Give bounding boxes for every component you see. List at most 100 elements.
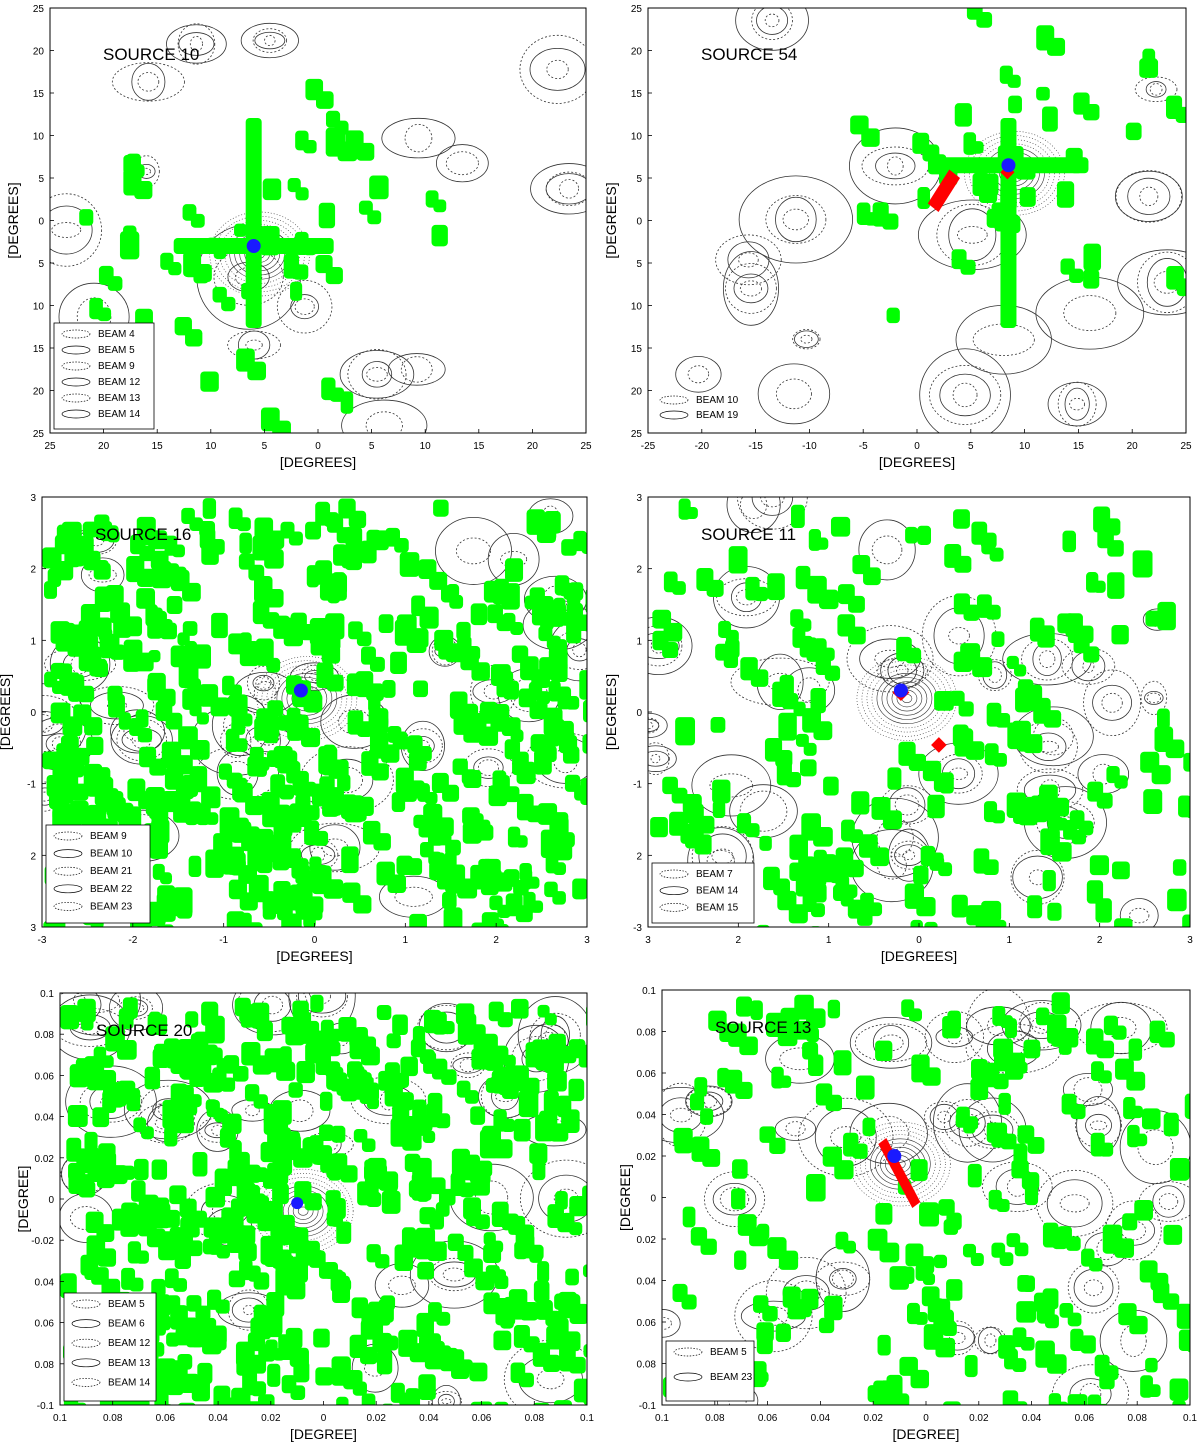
y-tick-label: 0.08 — [637, 1360, 657, 1371]
x-tick-label: 1 — [1007, 935, 1013, 946]
y-tick-label: 25 — [631, 4, 643, 15]
x-tick-label: 0 — [321, 1413, 327, 1424]
y-tick-label: 5 — [38, 174, 44, 185]
x-tick-label: 0.08 — [103, 1413, 123, 1424]
x-tick-label: -10 — [802, 441, 817, 452]
x-tick-label: 20 — [527, 441, 539, 452]
x-tick-label: 15 — [1073, 441, 1085, 452]
y-tick-label: 2 — [30, 565, 36, 576]
x-tick-label: 5 — [968, 441, 974, 452]
x-tick-label: 3 — [1187, 935, 1193, 946]
panel-3: SOURCE 16 -3 -2 -1 0 1 2 3 3 2 1 0 -1 2 3 [DEGREES] [DEG… — [0, 493, 590, 964]
x-axis-label: [DEGREES] — [280, 454, 356, 470]
x-axis-label: [DEGREE] — [893, 1426, 960, 1442]
legend-entry: BEAM 6 — [108, 1319, 145, 1330]
y-tick-label: -1 — [27, 780, 36, 791]
x-axis-label: [DEGREE] — [290, 1426, 357, 1442]
y-axis-label: [DEGREES] — [603, 182, 619, 258]
panel-2: SOURCE 54 -25 -20 -15 -10 -5 0 5 10 15 20 25 25 20 15 1… — [603, 4, 1192, 470]
y-tick-label: 0.08 — [35, 1360, 55, 1371]
x-tick-label: 0.1 — [655, 1413, 669, 1424]
x-tick-label: 0.08 — [525, 1413, 545, 1424]
y-tick-label: 5 — [636, 259, 642, 270]
panel-title: SOURCE 13 — [715, 1018, 811, 1037]
x-tick-label: 0.02 — [863, 1413, 883, 1424]
y-axis-label: [DEGREE] — [617, 1164, 633, 1231]
legend: BEAM 5 BEAM 23 — [665, 1340, 755, 1402]
y-tick-label: 1 — [30, 636, 36, 647]
x-tick-label: 0.04 — [419, 1413, 439, 1424]
x-tick-label: 25 — [1180, 441, 1192, 452]
y-tick-label: 5 — [38, 259, 44, 270]
y-tick-label: 15 — [33, 89, 45, 100]
y-tick-label: 2 — [636, 565, 642, 576]
y-tick-label: 10 — [631, 132, 643, 143]
panel-5: SOURCE 20 0.1 0.08 0.06 0.04 0.02 0 0.02 0.04 0.0… — [15, 989, 594, 1442]
y-tick-label: 10 — [33, 132, 45, 143]
legend-entry: BEAM 7 — [696, 869, 733, 880]
x-tick-label: 0 — [916, 935, 922, 946]
x-axis-label: [DEGREES] — [276, 948, 352, 964]
x-tick-label: 0.06 — [156, 1413, 176, 1424]
y-tick-label: 15 — [631, 89, 643, 100]
y-tick-label: 1 — [636, 636, 642, 647]
y-tick-label: -0.02 — [31, 1236, 54, 1247]
legend-entry: BEAM 13 — [108, 1358, 151, 1369]
x-tick-label: -5 — [859, 441, 868, 452]
y-tick-label: 25 — [631, 429, 643, 440]
legend-entry: BEAM 4 — [98, 329, 135, 340]
y-tick-label: 20 — [33, 387, 45, 398]
legend-entry: BEAM 5 — [710, 1347, 747, 1358]
y-tick-label: 0.08 — [35, 1030, 55, 1041]
x-tick-label: 3 — [645, 935, 651, 946]
x-tick-label: 0.08 — [705, 1413, 725, 1424]
y-tick-label: 2 — [636, 851, 642, 862]
y-tick-label: 20 — [33, 47, 45, 58]
legend-entry: BEAM 23 — [710, 1372, 753, 1383]
y-tick-label: -0.1 — [639, 1401, 657, 1412]
y-tick-label: 0.06 — [637, 1318, 657, 1329]
y-tick-label: 0.08 — [637, 1028, 657, 1039]
panel-title: SOURCE 11 — [701, 525, 796, 544]
y-tick-label: 15 — [631, 344, 643, 355]
x-tick-label: 0.06 — [472, 1413, 492, 1424]
x-tick-label: 2 — [1097, 935, 1103, 946]
y-tick-label: 0.06 — [35, 1319, 55, 1330]
y-tick-label: 0.06 — [35, 1071, 55, 1082]
y-tick-label: 0.04 — [637, 1111, 657, 1122]
legend-entry: BEAM 21 — [90, 866, 133, 877]
y-tick-label: 0 — [650, 1194, 656, 1205]
legend-entry: BEAM 12 — [108, 1338, 151, 1349]
x-tick-label: 0.08 — [1127, 1413, 1147, 1424]
x-tick-label: 25 — [580, 441, 592, 452]
x-tick-label: 1 — [826, 935, 832, 946]
x-axis-label: [DEGREES] — [879, 454, 955, 470]
legend-entry: BEAM 19 — [696, 410, 739, 421]
y-tick-label: 0 — [48, 1195, 54, 1206]
legend-entry: BEAM 9 — [90, 831, 127, 842]
x-tick-label: 0.02 — [261, 1413, 281, 1424]
x-tick-label: 0.04 — [208, 1413, 228, 1424]
x-tick-label: -3 — [38, 935, 47, 946]
legend-entry: BEAM 14 — [696, 886, 739, 897]
x-tick-label: 20 — [1127, 441, 1139, 452]
legend-entry: BEAM 12 — [98, 377, 141, 388]
x-tick-label: 0.1 — [53, 1413, 67, 1424]
x-tick-label: 10 — [205, 441, 217, 452]
panel-6: SOURCE 13 0.1 0.08 0.06 0.04 0.02 0 0.02 0.04 0.0… — [617, 986, 1197, 1442]
y-tick-label: 0.04 — [35, 1113, 55, 1124]
x-axis-label: [DEGREES] — [881, 948, 957, 964]
x-tick-label: 15 — [152, 441, 164, 452]
legend: BEAM 10 BEAM 19 — [659, 395, 739, 421]
legend-entry: BEAM 22 — [90, 884, 133, 895]
x-tick-label: 5 — [369, 441, 375, 452]
y-tick-label: 0.1 — [642, 986, 656, 997]
y-tick-label: 2 — [30, 851, 36, 862]
legend-entry: BEAM 5 — [108, 1299, 145, 1310]
x-tick-label: 2 — [493, 935, 499, 946]
legend: BEAM 7 BEAM 14 BEAM 15 — [651, 862, 755, 924]
y-tick-label: 0 — [30, 708, 36, 719]
legend: BEAM 9 BEAM 10 BEAM 21 BEAM 22 BEAM 23 — [45, 824, 151, 924]
x-tick-label: -20 — [695, 441, 710, 452]
y-tick-label: 15 — [33, 344, 45, 355]
